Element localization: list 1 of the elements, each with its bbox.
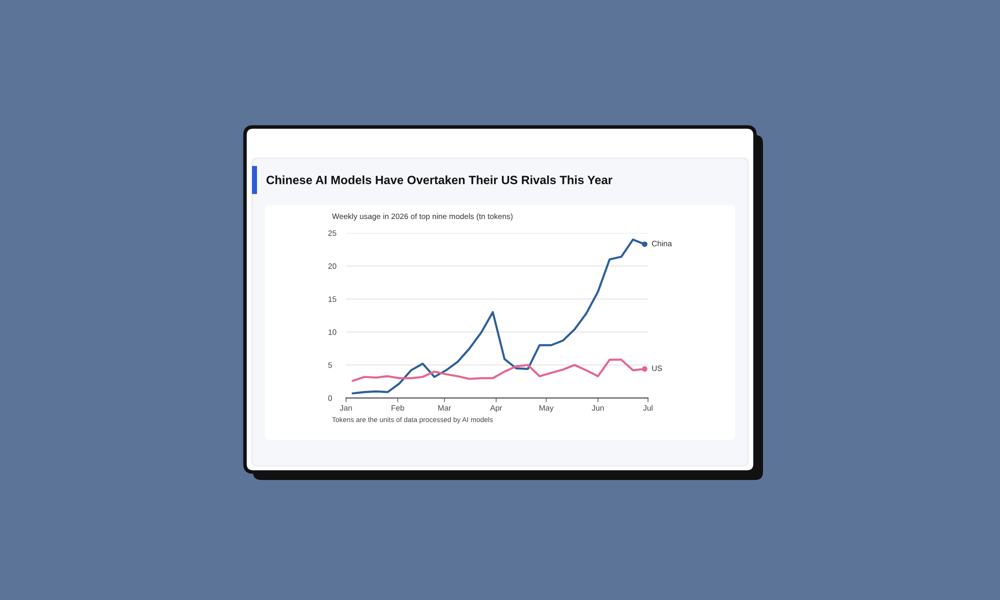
chart-title: Chinese AI Models Have Overtaken Their US Rivals This Year <box>266 175 612 184</box>
